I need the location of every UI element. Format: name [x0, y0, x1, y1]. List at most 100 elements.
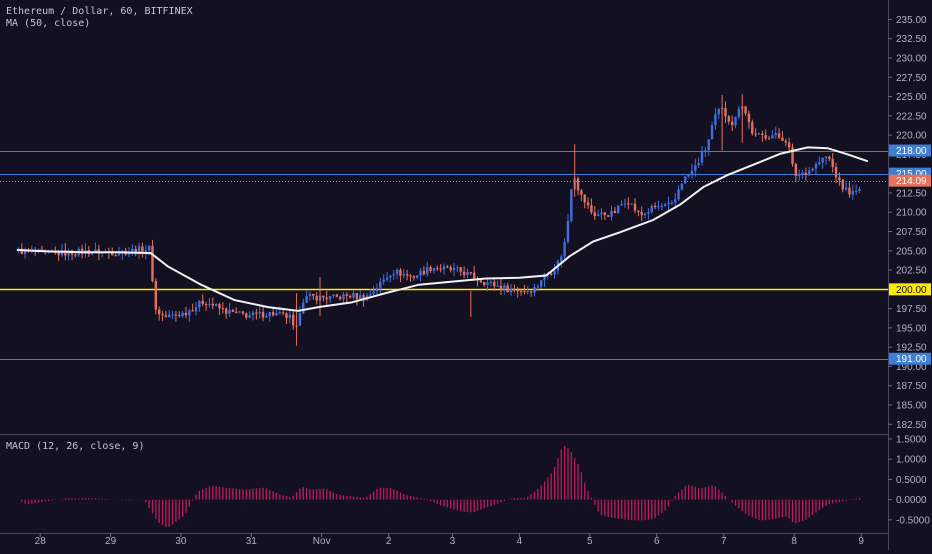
candle: [764, 129, 767, 141]
candle-body: [707, 139, 710, 151]
candle-body: [623, 203, 627, 205]
candle: [650, 204, 653, 214]
candle-body: [415, 275, 419, 278]
candle: [834, 162, 838, 184]
macd-tick-label: -0.5000: [896, 515, 930, 526]
candle-body: [553, 270, 556, 275]
candle-body: [747, 113, 751, 123]
candle: [526, 285, 529, 295]
candle: [168, 310, 171, 318]
candle-body: [288, 314, 292, 318]
candle: [734, 116, 737, 129]
candle-body: [757, 133, 761, 135]
candle: [285, 312, 288, 325]
candle-body: [231, 309, 235, 312]
candle-body: [798, 173, 801, 176]
candle-body: [379, 281, 382, 289]
candle-body: [268, 312, 271, 317]
candle: [563, 237, 566, 260]
candle: [757, 132, 761, 136]
time-tick-label: Nov: [313, 536, 331, 547]
candle: [670, 200, 674, 206]
candle: [808, 166, 811, 177]
candle-body: [784, 140, 787, 143]
candle: [251, 310, 255, 321]
candle: [791, 143, 794, 167]
candle: [188, 308, 191, 322]
price-tick-label: 220.00: [896, 131, 927, 142]
candle: [452, 263, 456, 276]
candle: [580, 188, 583, 201]
candle-body: [399, 269, 402, 276]
candle-body: [814, 164, 818, 169]
candle: [774, 126, 777, 139]
candle: [798, 169, 801, 181]
candle-body: [141, 246, 144, 253]
candle: [379, 278, 382, 295]
candle: [714, 107, 717, 130]
candle: [211, 297, 214, 310]
candle: [630, 203, 633, 205]
candle: [814, 161, 818, 175]
candle: [627, 197, 630, 210]
candle: [576, 176, 580, 196]
candle-body: [506, 285, 509, 293]
candle: [600, 207, 603, 220]
candle-body: [496, 285, 499, 287]
level-label-191.00: 191.00: [896, 354, 927, 365]
candle: [238, 310, 241, 314]
candle-body: [493, 281, 496, 287]
candle: [389, 275, 392, 283]
candle: [737, 106, 741, 120]
candle: [151, 239, 154, 283]
candle-body: [583, 194, 586, 203]
candle-body: [40, 249, 44, 251]
candle-body: [168, 314, 171, 317]
candle: [841, 179, 844, 193]
candle-body: [369, 293, 372, 296]
candle: [851, 184, 855, 201]
candle-body: [754, 133, 757, 135]
candle: [194, 301, 198, 316]
candle-body: [164, 315, 168, 317]
candle-body: [359, 295, 362, 299]
candle-body: [292, 314, 295, 326]
candle-body: [791, 147, 794, 165]
candle-body: [439, 268, 442, 270]
candle: [684, 176, 687, 184]
candle: [613, 207, 617, 214]
candle: [352, 290, 355, 300]
candle-body: [348, 295, 352, 298]
candle-body: [670, 202, 674, 204]
candle-body: [375, 288, 379, 292]
candle-body: [285, 313, 288, 318]
candle: [456, 265, 459, 273]
candle-body: [499, 285, 503, 290]
candle-body: [241, 311, 245, 314]
price-tick-label: 212.50: [896, 188, 927, 199]
candle: [171, 310, 174, 320]
candle-body: [744, 106, 747, 114]
price-tick-label: 182.50: [896, 420, 927, 431]
candle-body: [442, 266, 446, 270]
candle-body: [821, 158, 824, 163]
macd-tick-label: 0.5000: [896, 475, 927, 486]
candle-body: [144, 250, 147, 253]
candle-body: [550, 273, 553, 275]
price-tick-label: 192.50: [896, 343, 927, 354]
candle-body: [831, 159, 834, 168]
candle-body: [516, 289, 519, 292]
symbol-title: Ethereum / Dollar, 60, BITFINEX: [6, 6, 193, 17]
candle: [593, 206, 596, 220]
candle: [667, 196, 670, 211]
candle: [40, 245, 44, 251]
candle-body: [305, 296, 308, 303]
candle: [519, 288, 523, 296]
candle: [415, 275, 419, 279]
candle-body: [627, 203, 630, 205]
candle: [660, 203, 664, 211]
candle-body: [489, 281, 493, 283]
candle-body: [787, 142, 791, 148]
candle: [503, 282, 506, 295]
